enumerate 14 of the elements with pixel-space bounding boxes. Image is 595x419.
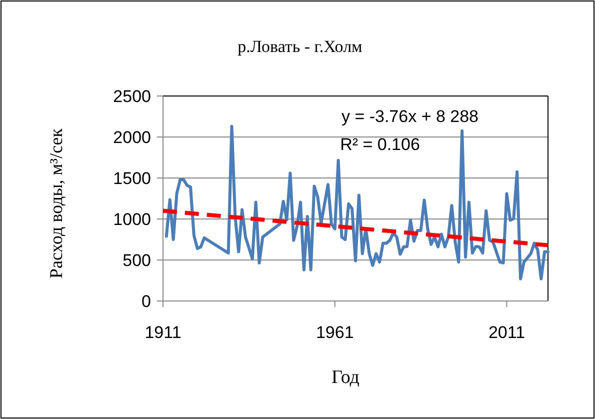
y-tick-label: 2500 <box>113 86 151 106</box>
y-tick-label: 2000 <box>113 128 151 147</box>
x-tick-label: 1961 <box>316 323 354 342</box>
y-tick-label: 0 <box>142 292 151 311</box>
x-tick-label: 2011 <box>488 323 526 342</box>
y-tick-label: 1000 <box>113 210 151 229</box>
annotation: R² = 0.106 <box>340 135 420 154</box>
x-tick-label: 1911 <box>144 323 182 342</box>
y-axis-title: Расход воды, м³/сек <box>46 128 66 279</box>
y-tick-label: 500 <box>122 250 151 270</box>
chart-title: р.Ловать - г.Холм <box>238 37 363 56</box>
annotation: y = -3.76x + 8 288 <box>341 107 479 126</box>
x-axis-title: Год <box>332 367 360 388</box>
y-tick-label: 1500 <box>113 168 151 188</box>
